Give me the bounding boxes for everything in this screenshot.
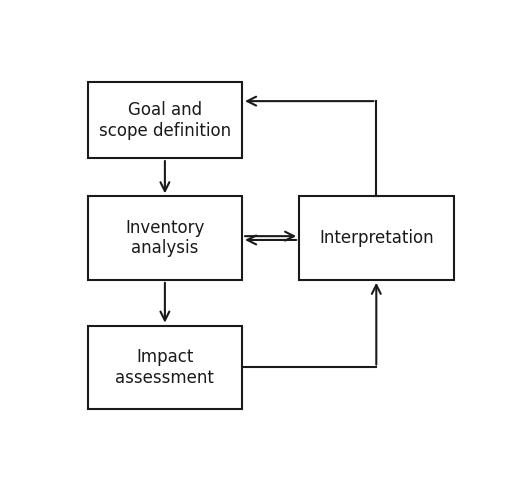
Text: Impact
assessment: Impact assessment (116, 348, 214, 387)
Bar (88, 196, 242, 280)
Bar (88, 82, 242, 158)
Bar (299, 196, 454, 280)
Bar (88, 326, 242, 409)
Text: Inventory
analysis: Inventory analysis (125, 219, 204, 257)
Text: Interpretation: Interpretation (319, 229, 433, 247)
Text: Goal and
scope definition: Goal and scope definition (99, 101, 231, 139)
